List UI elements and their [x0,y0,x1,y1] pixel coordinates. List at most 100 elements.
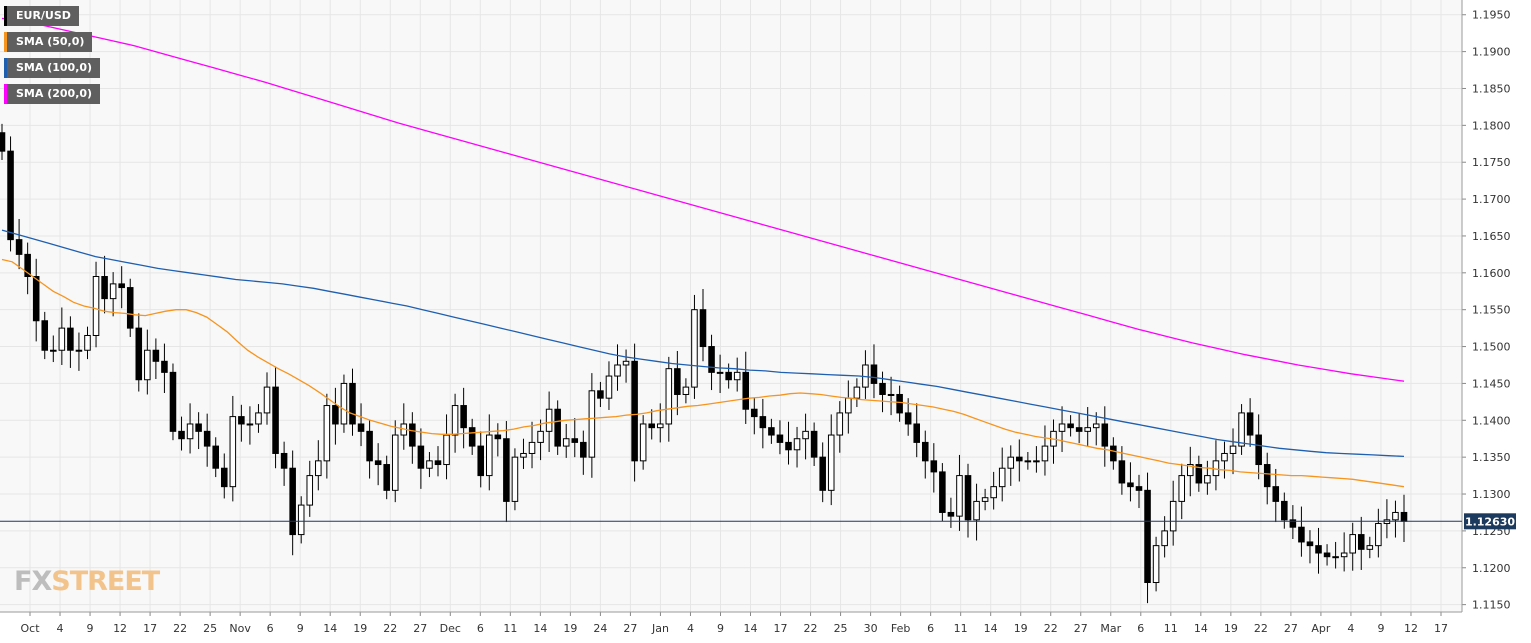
candle-body [1221,452,1228,462]
candle [255,404,262,433]
candle [169,363,177,441]
legend-swatch [4,84,7,104]
candle [84,326,91,360]
candle [913,403,920,458]
candle [1101,406,1109,467]
candle-body [340,382,348,425]
candle [1349,522,1356,571]
x-tick-label: 19 [1014,622,1028,635]
plot-area [0,0,1462,612]
candle [520,438,527,469]
candle [238,404,245,442]
candle-body [92,276,100,336]
x-tick-label: 22 [383,622,397,635]
candle [1306,530,1314,564]
candle-body [1144,489,1151,584]
candle-body [451,405,459,436]
candle [1024,451,1032,470]
candle-body [896,393,903,414]
y-tick-label: 1.1950 [1472,9,1511,22]
legend-label: SMA (100,0) [16,61,93,74]
candle [161,343,168,394]
candle-body [494,434,502,440]
candle [1127,462,1134,502]
x-tick-label: 12 [113,622,127,635]
candle-body [998,467,1006,488]
candle [144,329,151,395]
x-tick-label: 19 [1224,622,1238,635]
candle [733,357,741,392]
candle [998,447,1006,502]
candle-body [939,471,946,513]
candle-body [1332,556,1339,559]
candle-body [605,375,613,399]
x-tick-label: 30 [864,622,878,635]
legend-swatch [4,32,7,52]
candle [639,415,647,470]
candle [426,451,433,478]
legend-label: SMA (200,0) [16,87,93,100]
candle [486,414,493,491]
candle [614,344,621,391]
y-tick-label: 1.1150 [1472,599,1511,612]
candle-body [1084,427,1091,432]
candle-body [374,460,382,466]
candle-body [1024,460,1032,463]
x-tick-label: 17 [143,622,157,635]
candle-body [1357,534,1365,550]
candle-body [614,364,621,377]
candle [1016,439,1023,482]
candle [1033,446,1040,473]
sma100-line [1,229,1405,458]
candle-body [118,283,125,289]
candle-body [981,497,989,502]
candle-body [409,423,416,447]
candle-body [810,430,818,458]
candle [921,430,929,479]
candle [691,294,698,399]
candle-body [443,434,450,466]
candle [973,483,980,541]
candle [571,418,579,458]
candle [1178,463,1186,520]
candle [246,406,254,445]
candle-body [588,390,596,458]
candle-body [1101,423,1109,447]
x-tick-label: 9 [87,622,94,635]
candle [1075,412,1083,444]
candle-body [255,412,262,425]
candle-body [32,276,40,322]
candle [434,446,442,477]
candle-body [272,386,279,454]
candle [1357,516,1365,570]
candle [75,332,83,371]
candle [776,420,784,455]
y-tick-label: 1.1900 [1472,46,1511,59]
candle [263,372,271,425]
candle [229,395,237,502]
candle [930,443,938,493]
candle-body [1152,545,1160,584]
candle [1272,468,1280,523]
candle-body [656,423,664,429]
candle [92,261,100,348]
candle-body [195,423,202,432]
candle [1144,472,1151,604]
candle-body [853,386,861,399]
candle-body [1366,545,1374,550]
candle-body [554,408,561,447]
candle [118,266,125,309]
candle [1315,527,1322,574]
candle-body [964,475,972,521]
candle-body [819,456,826,491]
moving-averages [1,17,1405,488]
x-tick-label: 19 [353,622,367,635]
candle [0,123,6,161]
candle-body [571,438,579,443]
candle [1007,445,1015,486]
candle-body [357,423,365,432]
candle-body [84,334,91,351]
candle [109,272,117,317]
candle [939,463,946,522]
candle [793,426,801,468]
